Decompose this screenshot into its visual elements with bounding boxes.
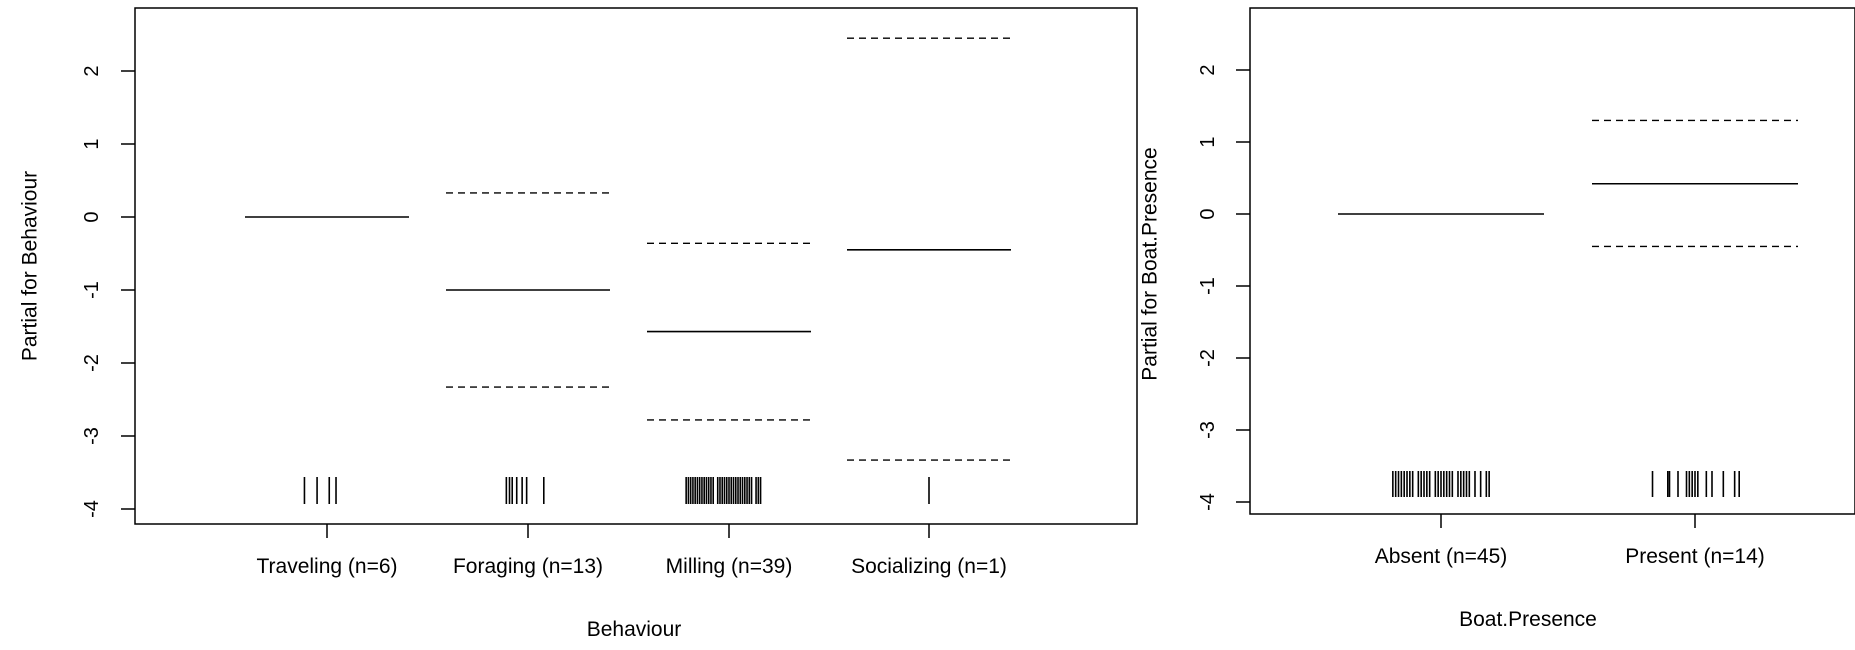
- y-tick-label: 2: [1197, 64, 1219, 75]
- behaviour-panel: -4 -3 -2 -1 0 1 2 Traveling (n=6) Foraging (n=13…: [19, 7, 1138, 641]
- x-axis-label: Behaviour: [587, 618, 682, 641]
- y-tick-label: 0: [81, 211, 103, 222]
- y-tick-label: -1: [1197, 277, 1219, 295]
- y-tick-label: 2: [81, 65, 103, 76]
- plot-frame: [134, 7, 1138, 525]
- category-label: Absent (n=45): [1375, 545, 1508, 568]
- category-label: Traveling (n=6): [256, 555, 397, 578]
- y-tick-label: -2: [81, 354, 103, 372]
- y-tick-label: 1: [1197, 136, 1219, 147]
- category-label: Socializing (n=1): [851, 555, 1007, 578]
- y-tick-label: -4: [1197, 493, 1219, 511]
- category-label: Milling (n=39): [666, 555, 793, 578]
- y-tick-label: -3: [1197, 421, 1219, 439]
- y-tick-label: -2: [1197, 349, 1219, 367]
- y-tick-label: 1: [81, 138, 103, 149]
- x-axis-label: Boat.Presence: [1459, 608, 1597, 631]
- y-tick-label: -3: [81, 427, 103, 445]
- y-tick-label: -1: [81, 281, 103, 299]
- y-tick-label: 0: [1197, 208, 1219, 219]
- y-axis-label: Partial for Behaviour: [19, 171, 42, 361]
- y-axis-label: Partial for Boat.Presence: [1139, 147, 1162, 380]
- y-tick-label: -4: [81, 500, 103, 518]
- category-label: Foraging (n=13): [453, 555, 603, 578]
- plot-frame: [1249, 7, 1855, 515]
- category-label: Present (n=14): [1625, 545, 1765, 568]
- boat-presence-panel: -4 -3 -2 -1 0 1 2 Absent (n=45) Present (n=14) Bo…: [1139, 7, 1855, 631]
